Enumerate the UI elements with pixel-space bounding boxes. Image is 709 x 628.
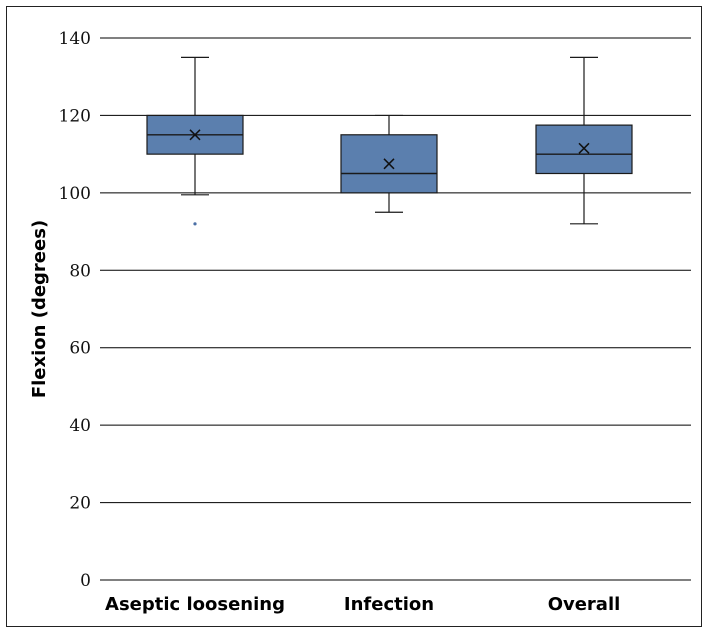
y-tick-label-140: 140 [59, 29, 91, 49]
x-category-labels: Aseptic loosening Infection Overall [105, 594, 620, 615]
y-tick-label-60: 60 [69, 339, 91, 359]
box-3 [535, 56, 633, 225]
chart-frame: 0 20 40 60 80 100 120 140 Aseptic loosening Infe… [6, 6, 702, 627]
box-plot-chart: 0 20 40 60 80 100 120 140 Aseptic loosening Infe… [29, 29, 691, 615]
outlier-point [193, 222, 197, 226]
y-tick-label-40: 40 [69, 416, 91, 436]
mean-marker [189, 129, 201, 141]
x-category-label-3: Overall [548, 594, 621, 615]
y-tick-label-80: 80 [69, 261, 91, 281]
x-category-label-2: Infection [344, 594, 434, 615]
y-tick-label-20: 20 [69, 494, 91, 514]
mean-marker [383, 158, 395, 170]
y-tick-label-0: 0 [80, 571, 91, 591]
x-category-label-1: Aseptic loosening [105, 594, 285, 615]
y-axis-title: Flexion (degrees) [29, 220, 50, 398]
y-tick-labels: 0 20 40 60 80 100 120 140 [59, 29, 91, 591]
box-1 [146, 56, 244, 226]
box-2 [340, 114, 438, 213]
y-tick-label-100: 100 [59, 184, 91, 204]
y-tick-label-120: 120 [59, 106, 91, 126]
box-series [146, 56, 633, 226]
mean-marker [578, 142, 590, 154]
